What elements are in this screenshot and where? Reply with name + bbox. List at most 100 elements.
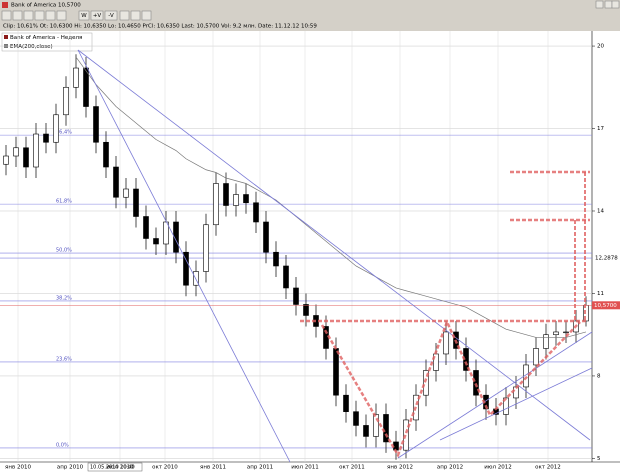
candle-body xyxy=(543,334,549,349)
tool-label: +V xyxy=(93,13,102,19)
candle-body xyxy=(43,133,49,143)
x-tick-label: окт 2012 xyxy=(535,465,561,471)
info-line: Clip: 10,61% Ot: 10,6300 Hi: 10,6350 Lo:… xyxy=(3,24,317,30)
candle-body xyxy=(293,287,299,305)
candle-body xyxy=(513,386,519,399)
candle-body xyxy=(533,348,539,366)
y-tick-label: 11 xyxy=(597,291,604,297)
tool-label: W xyxy=(81,13,87,19)
x-tick-label: июл 2010 xyxy=(106,465,134,471)
candle-body xyxy=(173,221,179,253)
candle-body xyxy=(3,155,9,165)
x-tick-label: апр 2012 xyxy=(437,465,463,471)
minimize[interactable] xyxy=(595,0,604,9)
window-title: Bank of America 10,5700 xyxy=(11,3,81,9)
candle-body xyxy=(283,265,289,289)
tool-button[interactable] xyxy=(1,10,12,21)
fib-label: 50,0% xyxy=(56,248,72,254)
tool-button[interactable] xyxy=(23,10,34,21)
candle-body xyxy=(73,67,79,88)
fib-label: 61,8% xyxy=(56,199,72,205)
x-tick-label: окт 2010 xyxy=(152,465,178,471)
candle-body xyxy=(33,133,39,168)
fib-label: 38,2% xyxy=(56,295,72,301)
x-tick-label: апр 2011 xyxy=(247,465,273,471)
candle-body xyxy=(243,194,249,204)
candle-body xyxy=(423,370,429,396)
legend-swatch xyxy=(4,35,8,39)
candle-body xyxy=(123,188,129,198)
candle-body xyxy=(103,141,109,168)
y-tick-label: 14 xyxy=(597,208,604,214)
x-tick-label: апр 2010 xyxy=(57,465,84,471)
fib-label: 23,6% xyxy=(56,356,72,362)
toolbar: W +V -V xyxy=(1,10,152,21)
tool-button[interactable] xyxy=(141,10,152,21)
tool-button[interactable] xyxy=(119,10,130,21)
close[interactable] xyxy=(611,0,620,9)
cursor-label: 10.05.2010 10:40 xyxy=(90,465,135,471)
candle-body xyxy=(63,86,69,116)
tool-button[interactable] xyxy=(56,10,67,21)
candle-body xyxy=(553,331,559,336)
candle-body xyxy=(113,166,119,198)
tool-button[interactable] xyxy=(12,10,23,21)
trend-line xyxy=(397,331,593,459)
candle-body xyxy=(403,419,409,451)
x-tick-label: янв 2012 xyxy=(387,465,413,471)
y-tick-label: 17 xyxy=(597,126,604,132)
trend-line xyxy=(77,49,591,441)
candle-body xyxy=(93,106,99,143)
cursor-box xyxy=(87,462,143,472)
fib-label: 76,4% xyxy=(56,130,72,136)
candle-body xyxy=(203,224,209,272)
candle-body xyxy=(23,147,29,168)
candle-body xyxy=(193,271,199,286)
y-tick-label: 5 xyxy=(597,456,601,462)
candle-body xyxy=(83,67,89,107)
fib-label: 0,0% xyxy=(56,442,69,448)
candle-body xyxy=(263,221,269,253)
candle-body xyxy=(253,202,259,223)
tool-button[interactable] xyxy=(34,10,45,21)
x-tick-label: окт 2011 xyxy=(339,465,365,471)
candle-body xyxy=(303,304,309,316)
candle-body xyxy=(443,331,449,355)
trend-line xyxy=(439,367,593,441)
tool-button[interactable] xyxy=(104,10,118,21)
candle-body xyxy=(363,425,369,437)
candle-body xyxy=(13,147,19,157)
maximize[interactable] xyxy=(604,0,613,9)
chart-area xyxy=(0,31,620,473)
candle-body xyxy=(233,194,239,206)
app-icon xyxy=(2,2,8,8)
candle-body xyxy=(223,183,229,206)
tool-button[interactable] xyxy=(130,10,141,21)
candle-body xyxy=(383,414,389,443)
candle-body xyxy=(373,414,379,437)
title-bar xyxy=(0,0,620,10)
candle-body xyxy=(53,114,59,143)
last-price-label: 10,5700 xyxy=(594,303,617,309)
y-tick-label: 20 xyxy=(597,44,604,50)
legend-box xyxy=(1,32,93,52)
candle-body xyxy=(143,216,149,239)
tool-label: -V xyxy=(108,13,114,19)
candle-body xyxy=(393,441,399,451)
candle-body xyxy=(183,251,189,286)
legend-entry: EMA(200,close) xyxy=(10,44,53,50)
tool-button[interactable] xyxy=(90,10,104,21)
tool-button[interactable] xyxy=(78,10,90,21)
candle-body xyxy=(353,411,359,426)
candle-body xyxy=(273,251,279,267)
candle-body xyxy=(333,348,339,396)
tool-button[interactable] xyxy=(45,10,56,21)
candle-body xyxy=(523,364,529,388)
price-label: 12,2878 xyxy=(595,256,618,262)
candle-body xyxy=(563,331,569,334)
x-tick-label: июл 2011 xyxy=(291,465,318,471)
x-tick-label: янв 2011 xyxy=(200,465,226,471)
legend-entry: Bank of America - Неделя xyxy=(10,35,82,41)
ema-line xyxy=(75,56,587,338)
